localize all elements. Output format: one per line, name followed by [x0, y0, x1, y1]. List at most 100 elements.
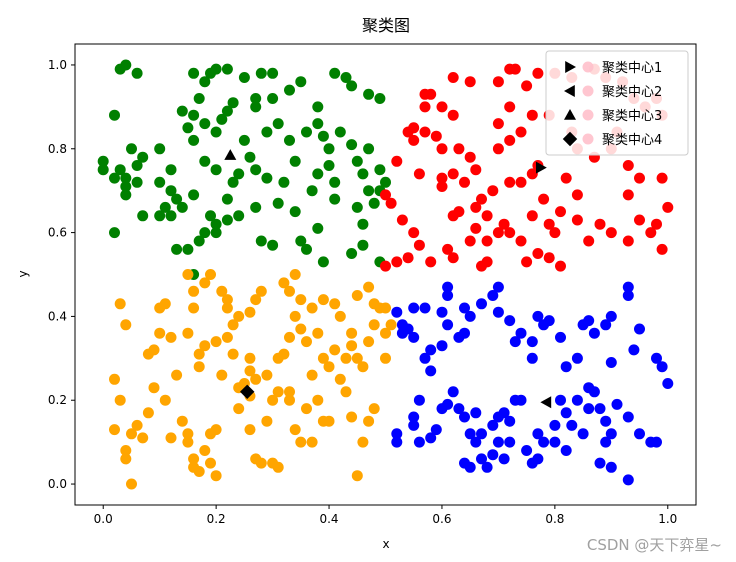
cluster-1-point [199, 118, 211, 130]
legend-dot [582, 109, 594, 121]
cluster-3-point [532, 310, 544, 322]
cluster-4-point [199, 340, 211, 352]
cluster-1-point [238, 72, 250, 83]
cluster-1-point [351, 201, 363, 213]
cluster-4-point [329, 298, 341, 310]
cluster-3-point [560, 407, 572, 419]
cluster-2-point [492, 118, 504, 130]
cluster-3-point [526, 336, 538, 348]
cluster-2-point [492, 227, 504, 239]
cluster-1-point [210, 63, 222, 75]
cluster-4-point [346, 340, 358, 352]
cluster-4-point [205, 269, 216, 280]
cluster-1-point [126, 143, 137, 155]
cluster-4-point [193, 348, 205, 360]
cluster-4-point [159, 298, 171, 310]
cluster-4-point [289, 269, 301, 280]
legend-label-2: 聚类中心2 [602, 85, 662, 100]
cluster-3-point [532, 428, 544, 440]
cluster-1-point [312, 168, 324, 180]
cluster-1-point [137, 151, 149, 163]
cluster-4-point [340, 386, 352, 398]
cluster-2-point [436, 143, 448, 155]
cluster-2-point [532, 67, 544, 79]
x-tick-label: 0.4 [319, 512, 338, 526]
cluster-4-point [193, 361, 205, 373]
cluster-4-point [171, 369, 183, 381]
cluster-3-point [442, 398, 454, 410]
cluster-3-point [492, 436, 504, 448]
cluster-1-point [171, 193, 183, 205]
cluster-3-point [611, 398, 623, 410]
cluster-1-point [363, 88, 375, 100]
cluster-3-point [583, 382, 595, 394]
cluster-2-point [391, 256, 403, 268]
cluster-2-point [481, 210, 493, 222]
cluster-3-point [498, 407, 510, 419]
cluster-1-point [346, 139, 358, 151]
y-tick-label: 0.6 [48, 226, 67, 240]
cluster-4-point [142, 407, 154, 419]
legend-label-4: 聚类中心4 [602, 133, 662, 148]
cluster-1-point [154, 176, 166, 188]
cluster-4-point [109, 424, 120, 436]
cluster-3-point [526, 352, 538, 364]
cluster-1-point [357, 168, 369, 180]
cluster-2-point [651, 218, 662, 230]
cluster-centers-layer [224, 149, 552, 409]
cluster-4-point [351, 352, 363, 364]
watermark-text: CSDN @天下弈星~ [587, 536, 722, 554]
cluster-2-point [476, 193, 487, 205]
cluster-4-point [323, 361, 335, 373]
legend-marker-3 [564, 109, 576, 120]
cluster-4-point [272, 461, 284, 473]
y-axis-label: y [16, 270, 30, 277]
cluster-1-point [267, 67, 279, 79]
cluster-3-point [430, 424, 442, 436]
cluster-3-point [622, 281, 634, 293]
cluster-2-point [634, 214, 645, 226]
cluster-1-point [120, 172, 132, 184]
cluster-1-point [182, 122, 194, 134]
cluster-3-point [622, 290, 634, 301]
cluster-3-point [391, 428, 403, 440]
cluster-3-point [408, 411, 420, 423]
cluster-3-point [436, 306, 448, 318]
cluster-1-point [199, 76, 211, 88]
cluster-2-point [622, 189, 634, 201]
cluster-4-point [363, 281, 375, 293]
cluster-4-point [244, 352, 256, 364]
cluster-4-point [380, 302, 391, 314]
cluster-4-point [188, 285, 200, 297]
cluster-1-point [329, 193, 341, 205]
cluster-3-point [538, 436, 550, 448]
y-axis-ticks: 0.0 0.2 0.4 0.6 0.8 1.0 [48, 58, 75, 491]
cluster-2-point [391, 155, 403, 167]
cluster-3-point [662, 378, 674, 389]
cluster-4-point [114, 298, 126, 310]
cluster-2-point [504, 101, 516, 113]
cluster-1-point [317, 256, 329, 268]
cluster-3-point [492, 306, 504, 318]
cluster-3-point [549, 419, 561, 431]
cluster-3-point [464, 461, 476, 473]
cluster-3-point [408, 331, 420, 343]
cluster-2-point [634, 172, 645, 184]
cluster-2-point [543, 252, 555, 264]
cluster-4-point [278, 277, 290, 289]
cluster-1-point [334, 126, 346, 138]
cluster-4-point [221, 302, 233, 314]
cluster-1-point [284, 134, 295, 146]
cluster-3-point [470, 436, 482, 448]
cluster-4-point [295, 323, 307, 335]
cluster-1-point [363, 185, 375, 197]
cluster-3-point [560, 361, 572, 373]
cluster-4-point [289, 424, 301, 436]
cluster-4-point [148, 382, 160, 394]
cluster-1-point [250, 164, 262, 176]
cluster-4-point [317, 294, 329, 306]
cluster-3-point [538, 319, 550, 331]
cluster-4-point [182, 436, 194, 448]
cluster-3-point [605, 428, 617, 440]
cluster-3-point [504, 436, 516, 448]
